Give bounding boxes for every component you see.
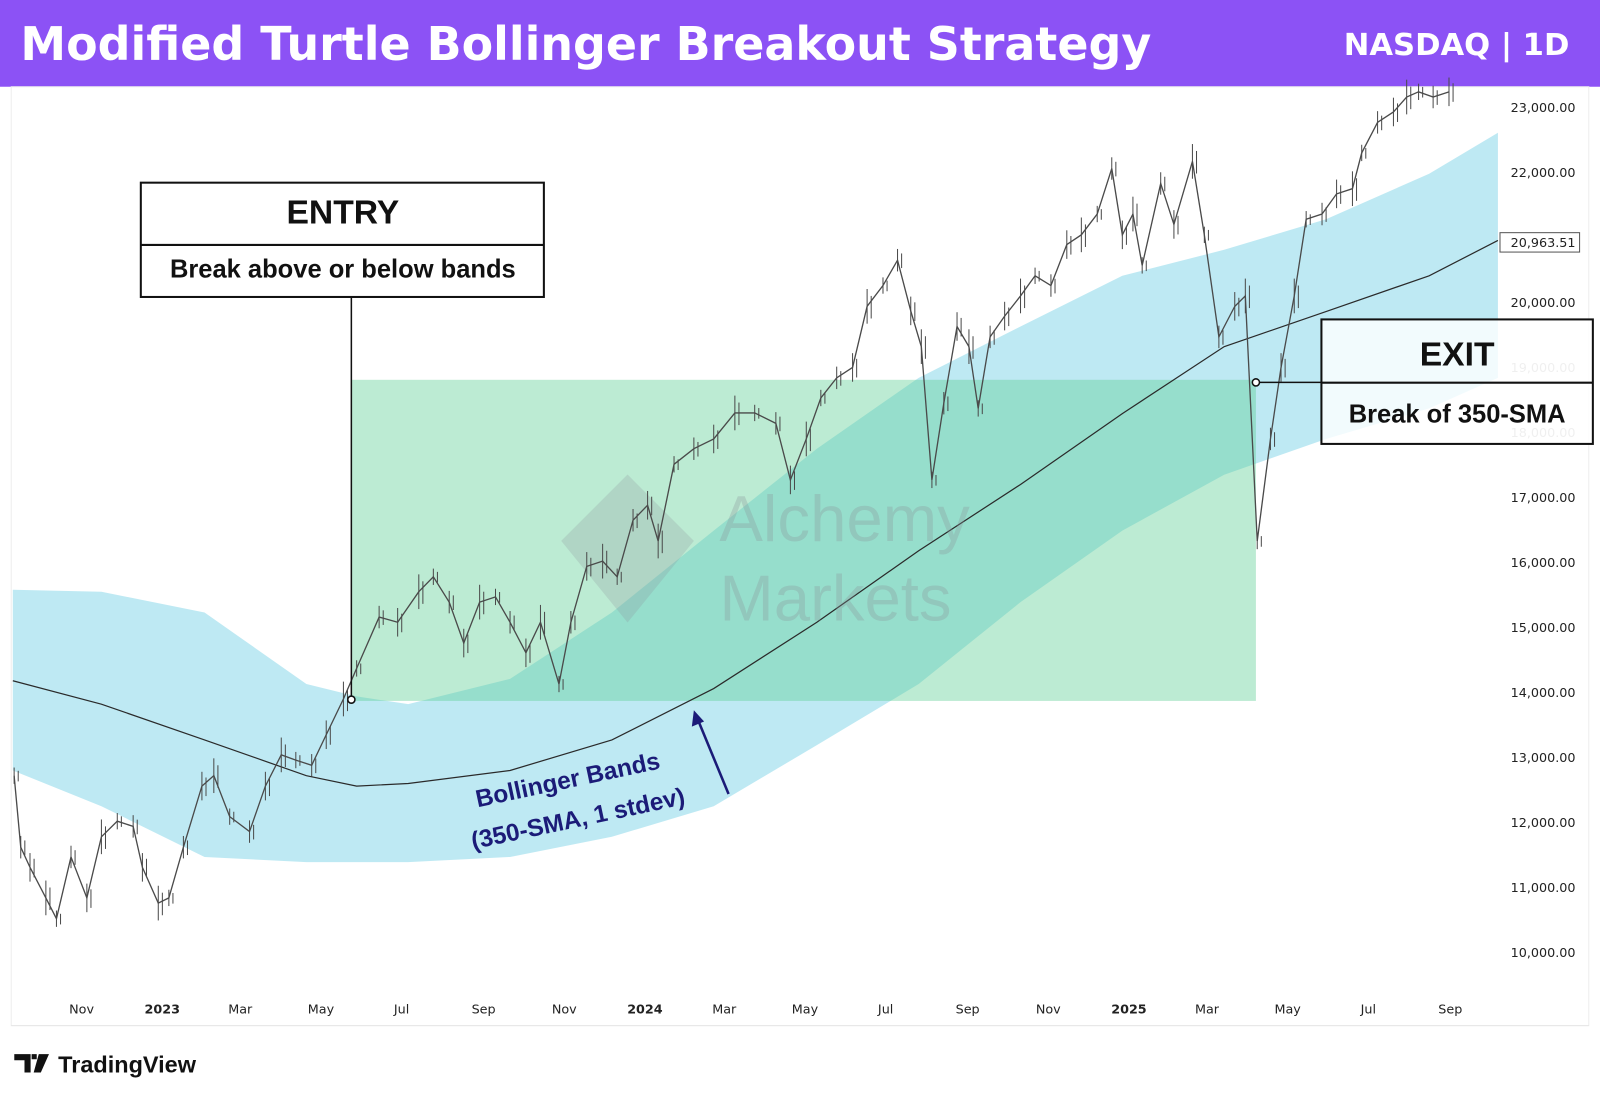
tradingview-logo: TradingView: [14, 1052, 197, 1078]
entry-text: Break above or below bands: [170, 256, 516, 284]
y-tick-label: 12,000.00: [1511, 816, 1576, 831]
sma-last-value-label: 20,963.51: [1499, 232, 1581, 253]
x-tick-label: Sep: [1438, 1002, 1462, 1017]
watermark-line2: Markets: [719, 561, 951, 634]
price-layer: [13, 77, 1454, 927]
y-tick-label: 23,000.00: [1511, 101, 1576, 116]
x-tick-label: 2025: [1111, 1002, 1146, 1017]
x-tick-label: Jul: [1360, 1002, 1376, 1017]
x-tick-label: May: [792, 1002, 819, 1017]
x-tick-label: Nov: [69, 1002, 94, 1017]
watermark: Alchemy Markets: [561, 474, 970, 634]
x-tick-label: Jul: [393, 1002, 409, 1017]
bollinger-band-fill: [12, 132, 1498, 863]
chart-title: Modified Turtle Bollinger Breakout Strat…: [20, 17, 1151, 71]
y-tick-label: 16,000.00: [1511, 556, 1576, 571]
y-tick-label: 15,000.00: [1511, 621, 1576, 636]
x-tick-label: May: [308, 1002, 335, 1017]
watermark-line1: Alchemy: [719, 482, 970, 555]
y-tick-label: 10,000.00: [1511, 946, 1576, 961]
y-tick-label: 13,000.00: [1511, 751, 1576, 766]
x-tick-label: Sep: [956, 1002, 980, 1017]
x-tick-label: Jul: [877, 1002, 893, 1017]
sma-350-line: [12, 239, 1499, 787]
exit-heading: EXIT: [1420, 336, 1495, 373]
header-bar: [0, 0, 1600, 87]
entry-annotation: ENTRY Break above or below bands: [139, 181, 545, 704]
x-tick-label: 2024: [627, 1002, 663, 1017]
x-tick-label: Nov: [1036, 1002, 1061, 1017]
sma-layer: [12, 239, 1499, 787]
x-tick-label: Mar: [712, 1002, 737, 1017]
entry-marker: [347, 695, 356, 704]
tradingview-logo-icon: [14, 1054, 49, 1073]
exit-text: Break of 350-SMA: [1349, 400, 1566, 428]
arrow-up-icon: [691, 710, 730, 795]
x-axis[interactable]: Nov 2023 Mar May Jul Sep Nov 2024 Mar May Jul Sep No…: [69, 1002, 1462, 1017]
symbol-timeframe: NASDAQ | 1D: [1344, 28, 1570, 63]
x-tick-label: Nov: [552, 1002, 577, 1017]
entry-box: [139, 181, 545, 298]
sma-last-value: 20,963.51: [1511, 236, 1576, 251]
entry-heading: ENTRY: [286, 194, 399, 231]
y-tick-label: 14,000.00: [1511, 686, 1576, 701]
trade-zone-layer: [351, 379, 1256, 701]
y-tick-label: 11,000.00: [1511, 881, 1576, 896]
y-tick-label: 17,000.00: [1511, 491, 1576, 506]
x-tick-label: Sep: [472, 1002, 496, 1017]
y-tick-label: 20,000.00: [1511, 296, 1576, 311]
x-tick-label: Mar: [228, 1002, 253, 1017]
x-tick-label: 2023: [144, 1002, 179, 1017]
trade-zone-rect: [351, 379, 1256, 701]
x-tick-label: May: [1274, 1002, 1301, 1017]
y-tick-label: 22,000.00: [1511, 166, 1576, 181]
exit-annotation: EXIT Break of 350-SMA: [1251, 318, 1594, 445]
x-tick-label: Mar: [1195, 1002, 1220, 1017]
bollinger-bands-layer: [12, 132, 1498, 863]
tradingview-brand: TradingView: [58, 1052, 197, 1078]
watermark-logo-icon: [561, 474, 694, 623]
y-axis[interactable]: 10,000.00 11,000.00 12,000.00 13,000.00 14,0…: [1511, 101, 1576, 961]
exit-marker: [1251, 378, 1261, 387]
